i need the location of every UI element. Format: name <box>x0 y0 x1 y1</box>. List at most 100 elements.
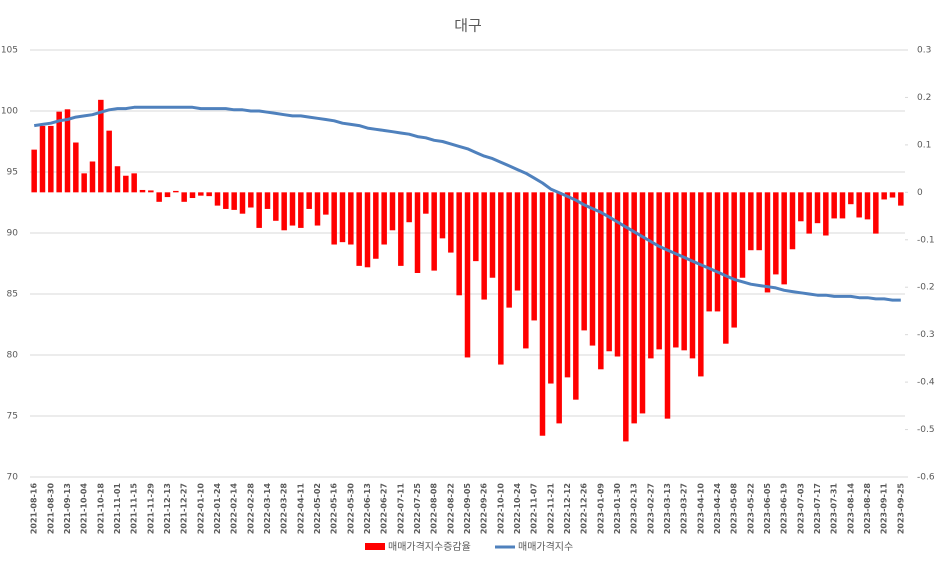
bar <box>189 192 196 199</box>
bar <box>573 192 579 400</box>
y-tick-label: 70 <box>7 473 19 483</box>
bar <box>856 192 862 218</box>
bar <box>739 192 746 278</box>
bar <box>498 192 504 365</box>
bar <box>389 192 396 231</box>
legend-label: 매매가격지수 <box>518 540 573 553</box>
x-tick-label: 2023-08-14 <box>846 483 855 535</box>
y-tick-label: 75 <box>7 412 18 422</box>
bar <box>781 192 787 285</box>
x-tick-label: 2022-04-11 <box>296 483 305 535</box>
bar <box>606 192 612 352</box>
x-tick-label: 2023-03-27 <box>680 483 689 534</box>
x-tick-label: 2023-09-25 <box>896 483 905 535</box>
chart-title: 대구 <box>454 17 482 35</box>
bar <box>681 192 687 351</box>
x-tick-label: 2021-11-15 <box>130 483 139 535</box>
bar <box>831 192 837 219</box>
y-tick-label: 100 <box>1 107 18 117</box>
bar <box>298 192 304 228</box>
bar <box>214 192 221 206</box>
x-tick-label: 2022-10-10 <box>496 483 505 535</box>
bar <box>731 192 737 328</box>
bar <box>764 192 771 293</box>
bar <box>131 173 137 193</box>
bar <box>864 192 871 220</box>
bar <box>331 192 337 245</box>
bar <box>598 192 604 370</box>
x-tick-label: 2023-07-03 <box>796 483 805 534</box>
x-tick-label: 2022-06-27 <box>380 483 389 534</box>
bar <box>81 173 87 193</box>
bar <box>39 125 46 193</box>
y-tick-label: 85 <box>7 290 18 300</box>
bar <box>623 192 629 442</box>
bar <box>581 192 587 331</box>
bar <box>614 192 621 357</box>
bar <box>223 192 229 209</box>
bar <box>123 175 129 193</box>
bar <box>239 192 246 214</box>
x-tick-label: 2023-09-11 <box>880 483 889 535</box>
bar <box>423 192 429 214</box>
bar <box>398 192 404 266</box>
x-tick-label: 2022-07-25 <box>413 483 422 535</box>
x-tick-label: 2022-05-02 <box>313 483 322 534</box>
bar <box>589 192 596 346</box>
bar <box>714 192 721 312</box>
bar <box>114 166 121 193</box>
x-tick-label: 2022-09-05 <box>463 483 472 535</box>
bar <box>706 192 712 312</box>
x-tick-label: 2023-05-22 <box>746 483 755 534</box>
bar <box>356 192 362 266</box>
bar <box>164 192 171 198</box>
x-tick-label: 2021-10-18 <box>96 483 105 535</box>
bar <box>156 192 162 202</box>
bar <box>439 192 446 239</box>
bar <box>756 192 762 251</box>
x-tick-label: 2022-09-26 <box>480 483 489 535</box>
bar <box>564 192 571 378</box>
x-tick-label: 2022-05-30 <box>346 483 355 535</box>
y-tick-label: 90 <box>7 229 19 239</box>
bar <box>106 130 112 193</box>
x-tick-label: 2022-11-07 <box>530 483 539 534</box>
x-tick-label: 2021-11-29 <box>146 483 155 535</box>
bar <box>281 192 287 231</box>
bar <box>306 192 312 209</box>
x-tick-label: 2022-12-12 <box>563 483 572 534</box>
x-tick-label: 2022-11-21 <box>546 483 555 535</box>
bar <box>31 149 37 193</box>
x-tick-label: 2022-07-11 <box>396 483 405 535</box>
bar <box>673 192 679 348</box>
bar <box>198 192 204 196</box>
bar <box>806 192 812 234</box>
bar <box>664 192 671 419</box>
bar <box>348 192 354 245</box>
x-tick-label: 2021-12-27 <box>180 483 189 534</box>
bar <box>548 192 554 384</box>
y2-tick-label: 0.2 <box>917 93 931 103</box>
x-tick-label: 2023-07-31 <box>830 483 839 535</box>
x-tick-label: 2023-01-09 <box>596 483 605 535</box>
x-tick-label: 2023-02-27 <box>646 483 655 534</box>
x-tick-label: 2022-06-13 <box>363 483 372 534</box>
bar <box>248 192 254 208</box>
x-tick-label: 2021-10-04 <box>80 483 89 535</box>
bar <box>531 192 537 321</box>
x-tick-label: 2023-06-19 <box>780 483 789 535</box>
y2-tick-label: 0 <box>917 188 923 198</box>
y2-tick-label: -0.6 <box>917 473 935 483</box>
bar <box>898 192 904 206</box>
bar <box>381 192 387 245</box>
bar <box>823 192 829 236</box>
x-tick-label: 2022-12-26 <box>580 483 589 535</box>
bar <box>631 192 637 424</box>
bar <box>448 192 454 253</box>
bar <box>173 190 179 193</box>
bar <box>406 192 412 223</box>
y2-tick-label: -0.3 <box>917 330 935 340</box>
bar <box>773 192 779 275</box>
bar <box>881 192 887 200</box>
y2-tick-label: 0.1 <box>917 140 931 150</box>
